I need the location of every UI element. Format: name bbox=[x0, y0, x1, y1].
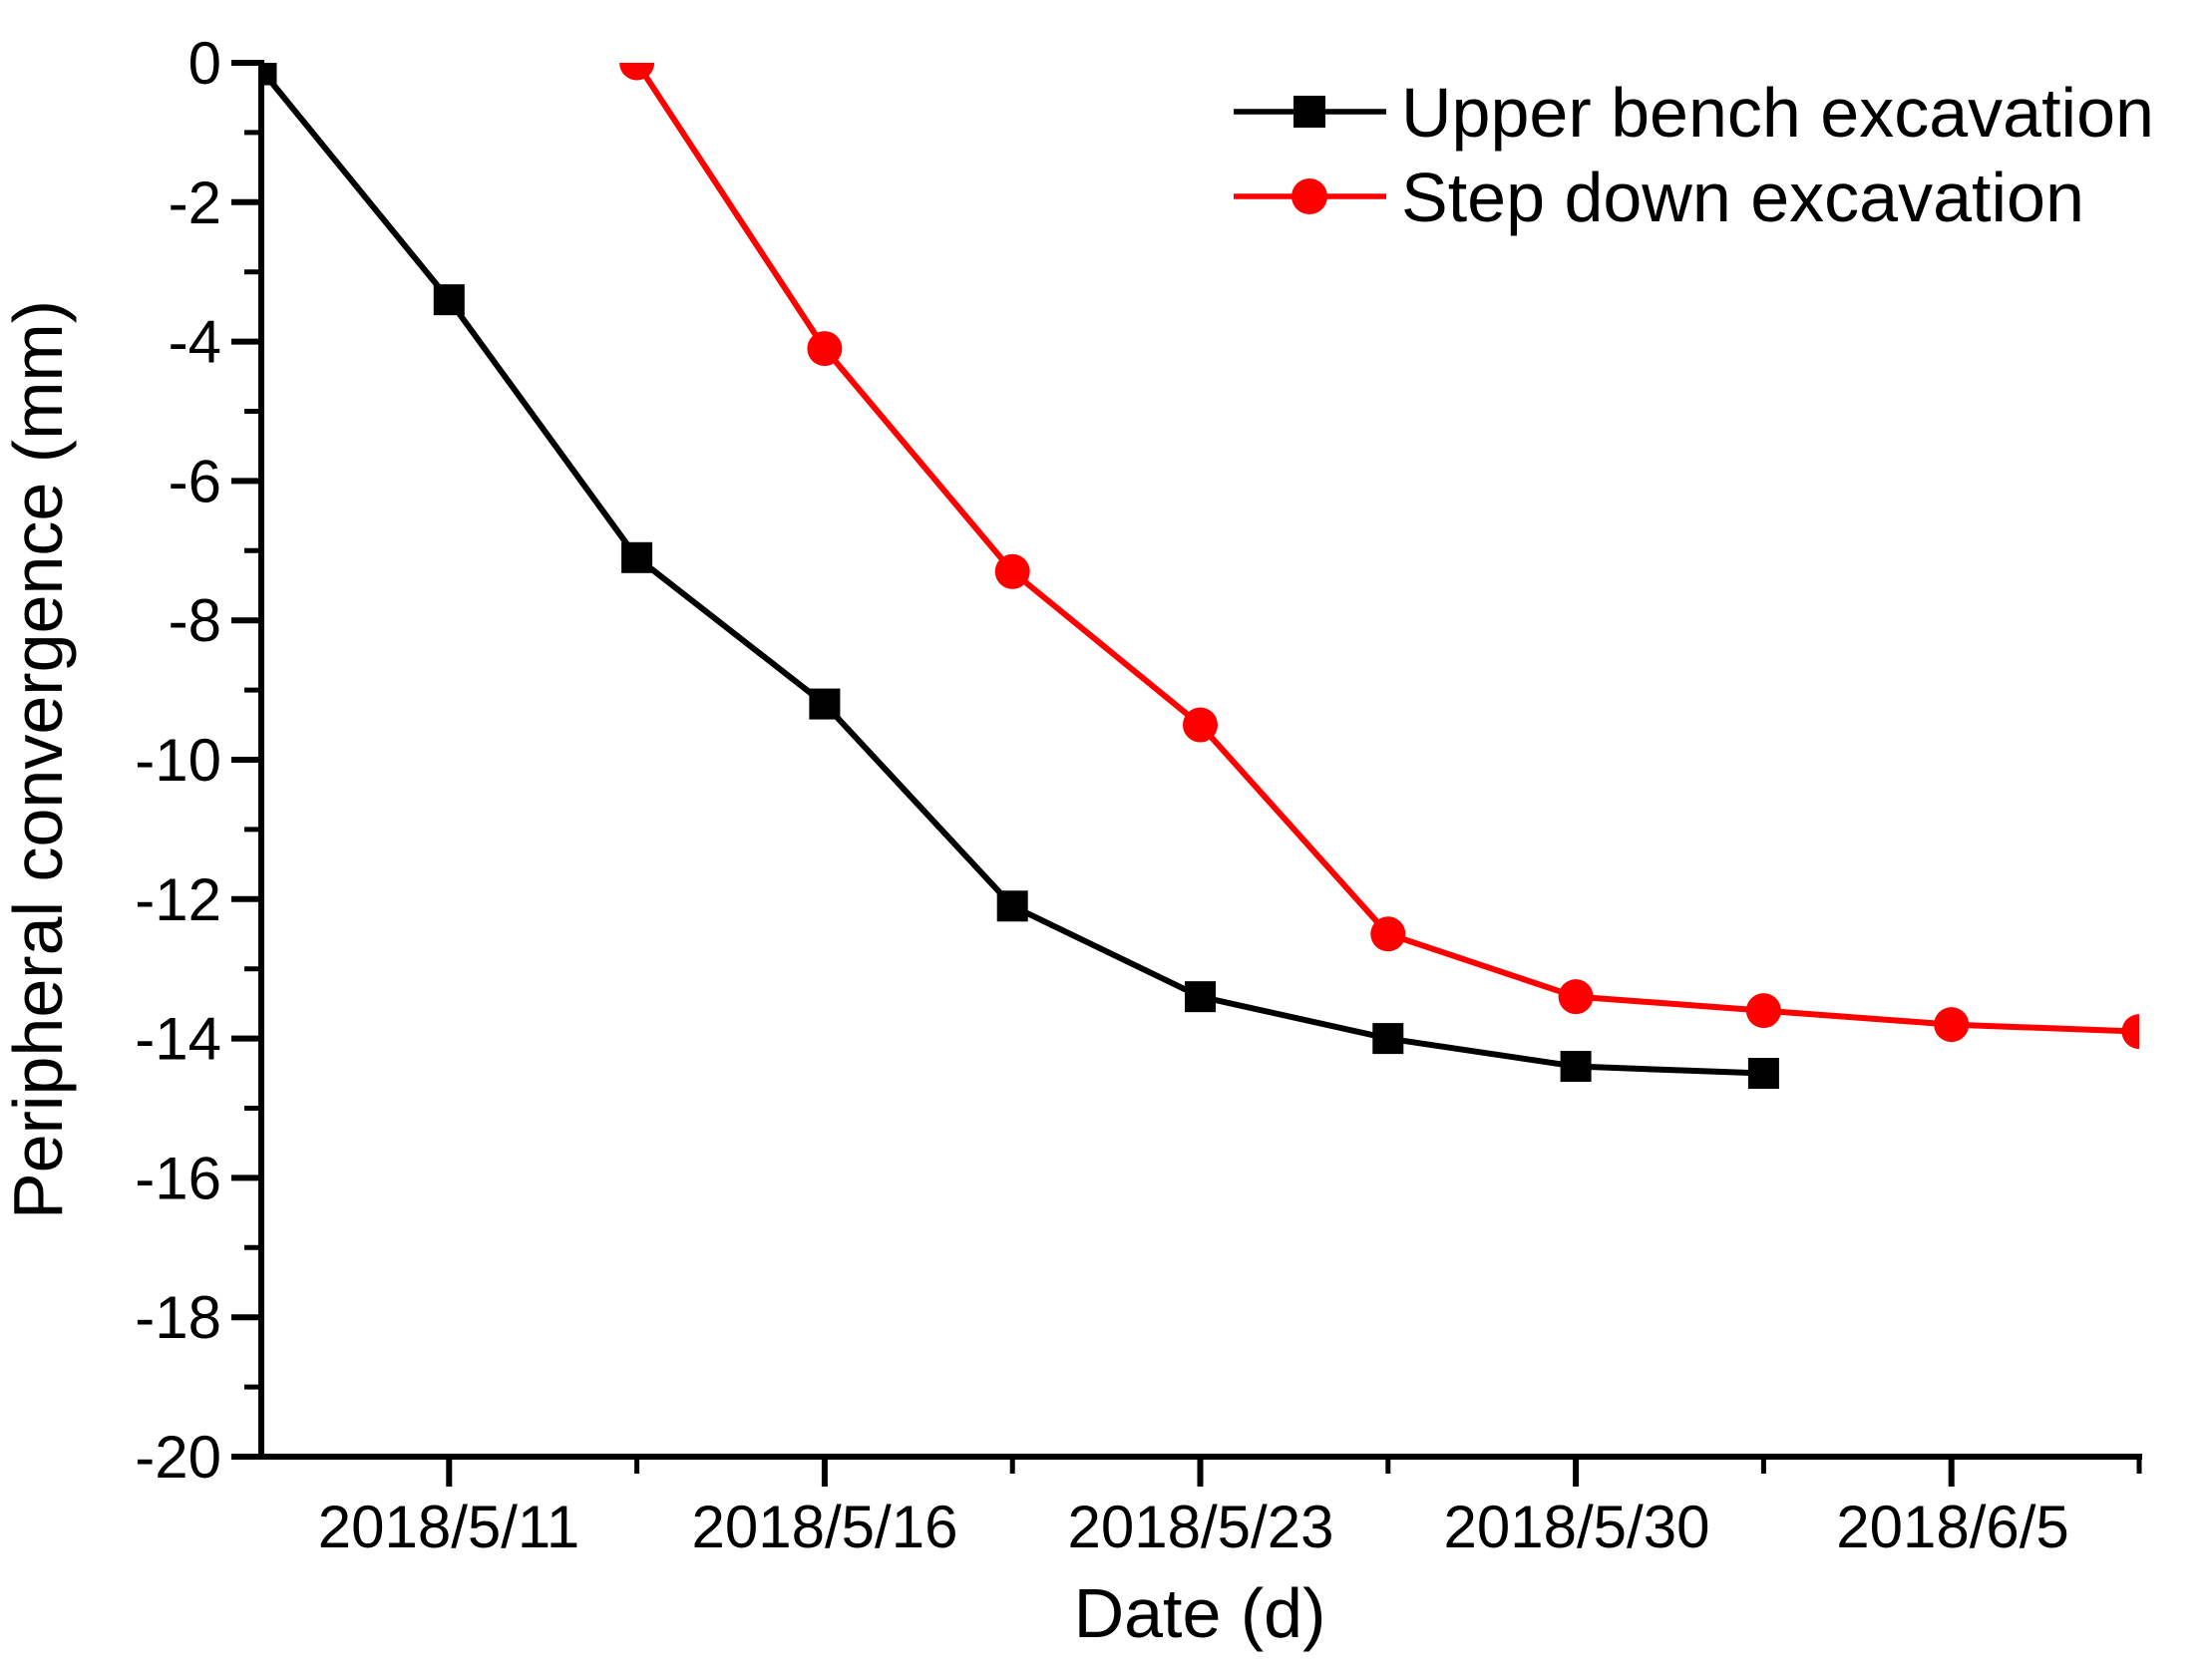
data-point-marker-circle bbox=[1745, 993, 1781, 1029]
y-tick-label: 0 bbox=[188, 30, 221, 97]
data-point-marker-square bbox=[809, 688, 841, 720]
y-tick-label: -6 bbox=[169, 448, 221, 514]
x-tick-label: 2018/6/5 bbox=[1836, 1494, 2069, 1560]
x-tick-label: 2018/5/16 bbox=[692, 1494, 958, 1560]
series-layer bbox=[261, 63, 2139, 1090]
legend-label-upper-bench: Upper bench excavation bbox=[1401, 74, 2154, 152]
data-point-marker-square bbox=[433, 284, 465, 316]
data-point-marker-circle bbox=[807, 331, 843, 367]
y-tick-label: -12 bbox=[135, 866, 221, 933]
data-point-marker-circle bbox=[994, 553, 1030, 589]
x-axis-tick-labels: 2018/5/11 2018/5/16 2018/5/23 2018/5/30 … bbox=[318, 1494, 2069, 1560]
data-point-marker-circle bbox=[1370, 916, 1406, 952]
data-point-marker-square bbox=[1560, 1051, 1592, 1083]
y-tick-label: -20 bbox=[135, 1424, 221, 1491]
legend-item-upper-bench: Upper bench excavation bbox=[1234, 74, 2154, 152]
data-point-marker-circle bbox=[1558, 979, 1594, 1015]
data-point-marker-square bbox=[1185, 981, 1216, 1013]
x-tick-label: 2018/5/23 bbox=[1068, 1494, 1334, 1560]
legend-label-step-down: Step down excavation bbox=[1401, 159, 2084, 236]
data-point-marker-square bbox=[1747, 1058, 1779, 1090]
data-point-marker-square bbox=[996, 890, 1028, 922]
y-tick-label: -10 bbox=[135, 727, 221, 794]
y-axis-title: Peripheral convergence (mm) bbox=[0, 300, 77, 1219]
data-point-marker-circle bbox=[1183, 707, 1218, 743]
legend-circle-marker bbox=[1291, 178, 1327, 214]
y-tick-label: -8 bbox=[169, 587, 221, 654]
data-point-marker-circle bbox=[1934, 1007, 1970, 1043]
data-point-marker-square bbox=[1372, 1023, 1404, 1055]
y-tick-label: -2 bbox=[169, 169, 221, 236]
legend-square-marker bbox=[1293, 96, 1325, 128]
y-tick-label: -4 bbox=[169, 309, 221, 376]
data-point-marker-square bbox=[261, 63, 277, 86]
x-tick-label: 2018/5/30 bbox=[1444, 1494, 1710, 1560]
tick-layer bbox=[231, 60, 2142, 1487]
y-tick-label: -16 bbox=[135, 1145, 221, 1211]
legend-item-step-down: Step down excavation bbox=[1234, 159, 2084, 236]
data-point-marker-circle bbox=[619, 63, 655, 81]
y-axis-tick-labels: 0 -2 -4 -6 -8 -10 -12 -14 -16 -18 -20 bbox=[135, 30, 221, 1491]
data-point-marker-square bbox=[621, 541, 653, 573]
chart-legend: Upper bench excavation Step down excavat… bbox=[1234, 74, 2154, 236]
x-axis-title: Date (d) bbox=[1074, 1574, 1326, 1652]
y-tick-label: -14 bbox=[135, 1006, 221, 1073]
data-point-marker-circle bbox=[2121, 1014, 2139, 1050]
x-tick-label: 2018/5/11 bbox=[318, 1494, 579, 1560]
y-tick-label: -18 bbox=[135, 1284, 221, 1351]
